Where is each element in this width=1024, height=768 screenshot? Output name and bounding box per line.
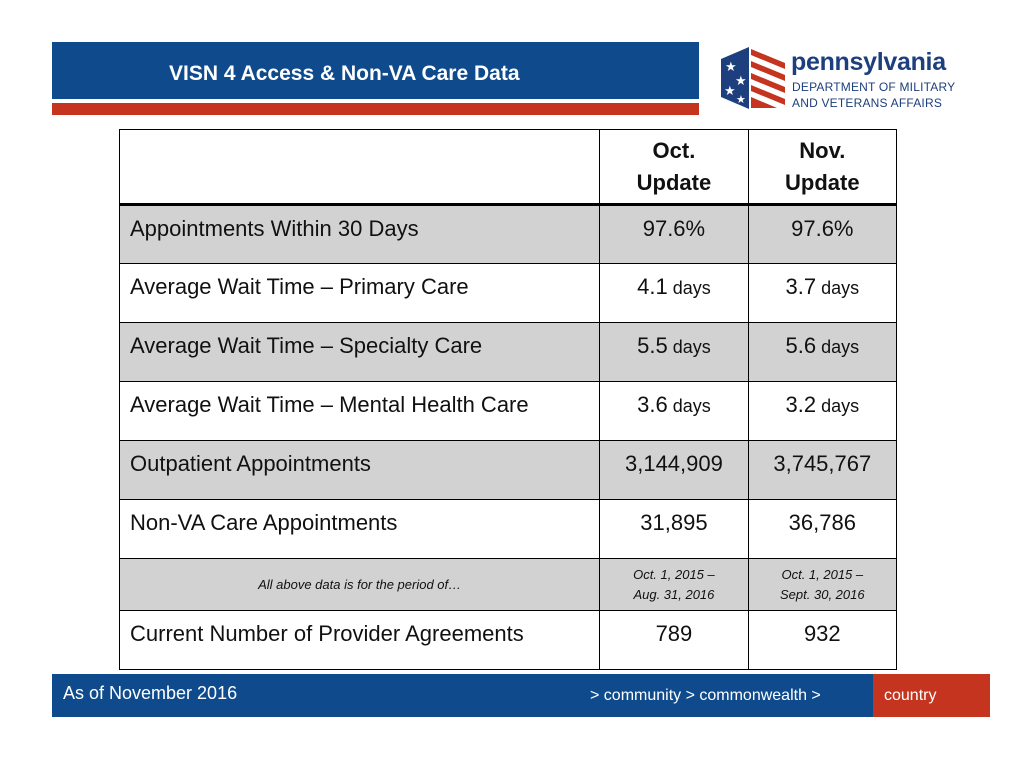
title-accent-stripe — [52, 103, 699, 115]
table-row: Average Wait Time – Primary Care 4.1 day… — [118, 263, 898, 323]
row-label: Average Wait Time – Specialty Care — [118, 322, 601, 382]
nov-period: Oct. 1, 2015 – Sept. 30, 2016 — [747, 558, 898, 611]
table-row: Outpatient Appointments 3,144,909 3,745,… — [118, 440, 898, 500]
footer-tagline: > community > commonwealth > — [590, 687, 821, 704]
nov-value: 36,786 — [747, 499, 898, 559]
flag-emblem-icon: ★ ★ ★ ★ — [721, 47, 785, 109]
oct-value: 3,144,909 — [599, 440, 749, 500]
oct-value: 4.1 days — [599, 263, 749, 323]
pa-dmva-logo: ★ ★ ★ ★ pennsylvania DEPARTMENT OF MILIT… — [719, 45, 979, 115]
table-row: Average Wait Time – Mental Health Care 3… — [118, 381, 898, 441]
svg-text:★: ★ — [736, 93, 746, 106]
logo-name: pennsylvania — [791, 48, 946, 76]
row-label: Current Number of Provider Agreements — [118, 610, 601, 670]
oct-value: 5.5 days — [599, 322, 749, 382]
table-row: Appointments Within 30 Days 97.6% 97.6% — [118, 204, 898, 264]
footer-tagline-country: country — [884, 687, 937, 704]
slide-title: VISN 4 Access & Non-VA Care Data — [169, 62, 520, 85]
period-label: All above data is for the period of… — [118, 558, 601, 611]
title-bar — [52, 42, 699, 99]
row-label: Non-VA Care Appointments — [118, 499, 601, 559]
logo-department-line2: AND VETERANS AFFAIRS — [792, 96, 943, 110]
header-oct-update: Oct. Update — [599, 129, 749, 206]
table-row: Average Wait Time – Specialty Care 5.5 d… — [118, 322, 898, 382]
oct-value: 3.6 days — [599, 381, 749, 441]
row-label: Outpatient Appointments — [118, 440, 601, 500]
nov-value: 3.2 days — [747, 381, 898, 441]
nov-value: 5.6 days — [747, 322, 898, 382]
table-row: Non-VA Care Appointments 31,895 36,786 — [118, 499, 898, 559]
header-blank-cell — [118, 129, 601, 206]
nov-value: 3,745,767 — [747, 440, 898, 500]
svg-text:★: ★ — [725, 60, 737, 75]
footer-bar — [52, 674, 990, 717]
oct-period: Oct. 1, 2015 – Aug. 31, 2016 — [599, 558, 749, 611]
svg-text:★: ★ — [735, 74, 747, 89]
svg-text:★: ★ — [724, 84, 736, 99]
nov-value: 3.7 days — [747, 263, 898, 323]
as-of-date: As of November 2016 — [63, 683, 238, 703]
oct-value: 97.6% — [599, 204, 749, 264]
nov-value: 932 — [747, 610, 898, 670]
row-label: Average Wait Time – Mental Health Care — [118, 381, 601, 441]
footer-accent — [873, 674, 990, 717]
logo-department-line1: DEPARTMENT OF MILITARY — [792, 80, 956, 94]
period-row: All above data is for the period of… Oct… — [118, 558, 898, 611]
table-header-row: Oct. Update Nov. Update — [118, 129, 898, 206]
row-label: Average Wait Time – Primary Care — [118, 263, 601, 323]
table-row: Current Number of Provider Agreements 78… — [118, 610, 898, 670]
row-label: Appointments Within 30 Days — [118, 204, 601, 264]
oct-value: 789 — [599, 610, 749, 670]
access-data-table: Oct. Update Nov. Update Appointments Withi… — [118, 129, 898, 670]
nov-value: 97.6% — [747, 204, 898, 264]
header-nov-update: Nov. Update — [747, 129, 898, 206]
oct-value: 31,895 — [599, 499, 749, 559]
